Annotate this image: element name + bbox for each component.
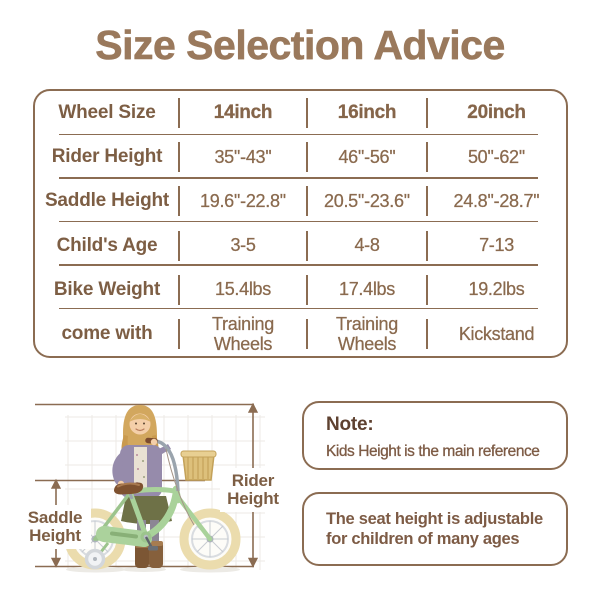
note-box: Note: Kids Height is the main reference — [302, 401, 568, 470]
row-label-come-with: come with — [61, 322, 153, 344]
cell-comewith-20: Kickstand — [427, 312, 566, 356]
bike-measurement-illustration — [35, 402, 265, 573]
note-body: Kids Height is the main reference — [326, 443, 540, 460]
cell-rider-16: 46''-56'' — [307, 135, 427, 179]
table-row: Saddle Height 19.6''-22.8'' 20.5''-23.6'… — [35, 179, 566, 223]
cell-weight-16: 17.4lbs — [307, 268, 427, 312]
row-divider — [59, 307, 538, 310]
row-divider — [59, 133, 538, 136]
row-divider — [59, 264, 538, 266]
row-divider — [59, 220, 538, 223]
basket — [180, 450, 217, 481]
bike-figure-panel — [20, 393, 295, 598]
table-row: Bike Weight 15.4lbs 17.4lbs 19.2lbs — [35, 268, 566, 312]
cell-rider-20: 50''-62'' — [427, 135, 566, 179]
cell-comewith-16: Training Wheels — [307, 312, 427, 356]
cell-saddle-14: 19.6''-22.8'' — [179, 179, 307, 223]
table-row: Child's Age 3-5 4-8 7-13 — [35, 224, 566, 268]
cell-wheel-16: 16inch — [307, 91, 427, 135]
rider-height-label: Rider Height — [220, 468, 286, 513]
cell-saddle-20: 24.8''-28.7'' — [427, 179, 566, 223]
cell-age-16: 4-8 — [307, 224, 427, 268]
table-row: come with Training Wheels Training Wheel… — [35, 312, 566, 356]
page-title: Size Selection Advice — [95, 22, 506, 69]
row-label-rider-height: Rider Height — [51, 146, 163, 168]
cell-comewith-14: Training Wheels — [179, 312, 307, 356]
cell-rider-14: 35''-43'' — [179, 135, 307, 179]
note-heading: Note: — [326, 414, 374, 435]
training-wheel — [84, 542, 110, 570]
row-label-saddle-height: Saddle Height — [44, 190, 170, 212]
cell-weight-20: 19.2lbs — [427, 268, 566, 312]
note-box: The seat height is adjustable for childr… — [302, 492, 568, 566]
saddle-height-label: Saddle Height — [19, 505, 91, 550]
table-row: Wheel Size 14inch 16inch 20inch — [35, 91, 566, 135]
saddle — [114, 482, 144, 500]
cell-age-14: 3-5 — [179, 224, 307, 268]
cell-age-20: 7-13 — [427, 224, 566, 268]
row-label-bike-weight: Bike Weight — [53, 278, 161, 300]
cell-wheel-14: 14inch — [179, 91, 307, 135]
size-table: Wheel Size 14inch 16inch 20inch Rider He… — [33, 89, 568, 358]
row-label-childs-age: Child's Age — [56, 234, 158, 256]
note-body: The seat height is adjustable for childr… — [326, 509, 543, 548]
row-label-wheel-size: Wheel Size — [58, 102, 156, 124]
table-row: Rider Height 35''-43'' 46''-56'' 50''-62… — [35, 135, 566, 179]
cell-saddle-16: 20.5''-23.6'' — [307, 179, 427, 223]
row-divider — [59, 177, 538, 179]
girl-hand — [150, 438, 158, 446]
chain-guard — [96, 526, 158, 551]
cell-weight-14: 15.4lbs — [179, 268, 307, 312]
cell-wheel-20: 20inch — [427, 91, 566, 135]
bike-illustration — [64, 437, 241, 570]
